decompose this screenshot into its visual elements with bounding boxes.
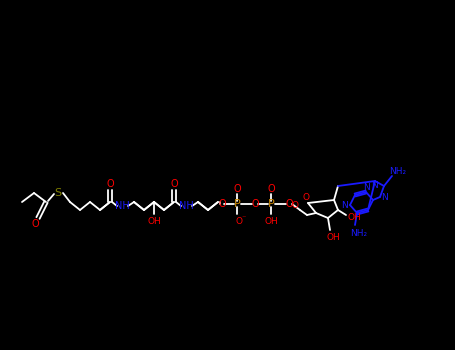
Text: OH: OH: [147, 217, 161, 225]
Text: OH: OH: [326, 232, 340, 241]
Text: NH: NH: [179, 201, 193, 211]
Text: OH: OH: [347, 214, 361, 223]
Text: OH: OH: [264, 217, 278, 225]
Text: O: O: [267, 184, 275, 194]
Text: O: O: [233, 184, 241, 194]
Text: N: N: [381, 193, 387, 202]
Text: N: N: [372, 182, 379, 190]
Text: N: N: [342, 201, 349, 210]
Text: O: O: [251, 199, 259, 209]
Text: NH₂: NH₂: [350, 229, 368, 238]
Text: O: O: [236, 217, 243, 225]
Text: P: P: [268, 199, 274, 209]
Text: NH₂: NH₂: [389, 167, 407, 175]
Text: O: O: [292, 202, 298, 210]
Text: O: O: [285, 199, 293, 209]
Text: S: S: [55, 188, 61, 198]
Text: NH: NH: [115, 201, 129, 211]
Text: P: P: [233, 199, 240, 209]
Text: O: O: [303, 194, 309, 203]
Text: O: O: [218, 199, 226, 209]
Text: N: N: [363, 182, 369, 191]
Text: ⁻: ⁻: [242, 214, 246, 223]
Text: O: O: [170, 179, 178, 189]
Text: O: O: [106, 179, 114, 189]
Text: O: O: [31, 219, 39, 229]
